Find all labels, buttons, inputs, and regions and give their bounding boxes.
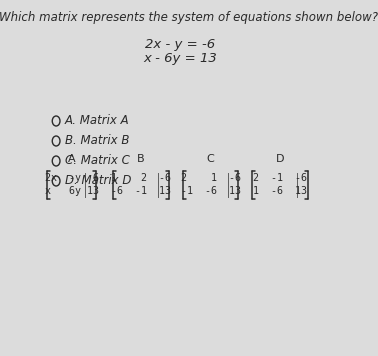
Text: 2x  -y  6: 2x -y 6 xyxy=(45,173,99,183)
Text: x   6y 13: x 6y 13 xyxy=(45,186,99,196)
Text: A: A xyxy=(68,154,75,164)
Text: C: C xyxy=(207,154,214,164)
Text: 1  -6  13: 1 -6 13 xyxy=(253,186,307,196)
Text: 2x - y = -6: 2x - y = -6 xyxy=(146,38,215,51)
Text: A. Matrix A: A. Matrix A xyxy=(65,115,129,127)
Text: B. Matrix B: B. Matrix B xyxy=(65,135,129,147)
Text: C. Matrix C: C. Matrix C xyxy=(65,155,130,168)
Text: B: B xyxy=(137,154,145,164)
Text: D: D xyxy=(276,154,284,164)
Text: 1    2  -6: 1 2 -6 xyxy=(111,173,171,183)
Text: D. Matrix D: D. Matrix D xyxy=(65,174,131,188)
Text: 2  -1  -6: 2 -1 -6 xyxy=(253,173,307,183)
Text: -6  -1  13: -6 -1 13 xyxy=(111,186,171,196)
Text: -1  -6  13: -1 -6 13 xyxy=(181,186,240,196)
Text: Which matrix represents the system of equations shown below?: Which matrix represents the system of eq… xyxy=(0,11,378,24)
Text: x - 6y = 13: x - 6y = 13 xyxy=(144,52,217,65)
Text: 2    1  -6: 2 1 -6 xyxy=(181,173,240,183)
